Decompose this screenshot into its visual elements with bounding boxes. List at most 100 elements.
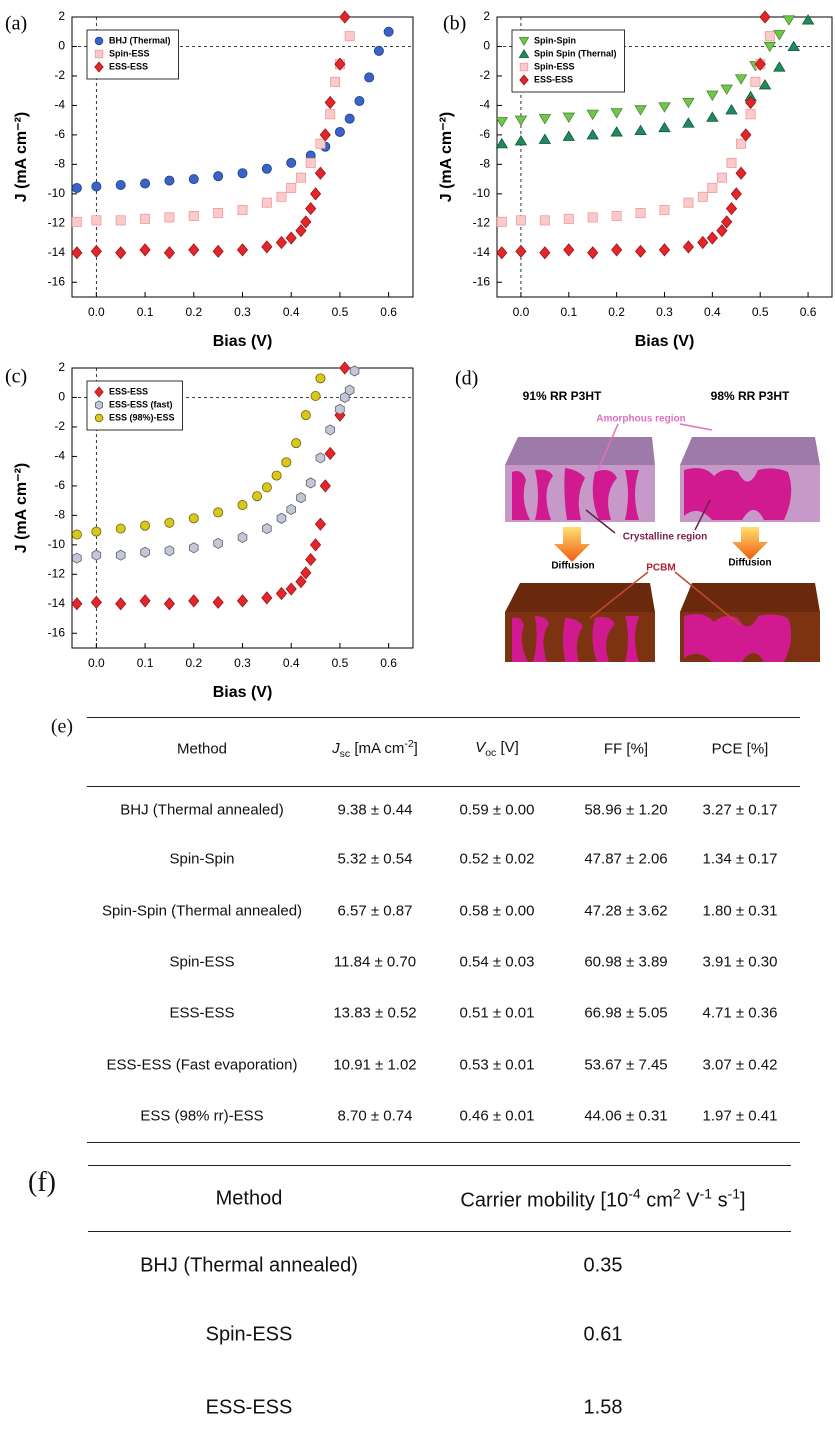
panel-label: (e)	[50, 715, 74, 738]
legend-label: ESS (98%)-ESS	[109, 412, 175, 422]
header-part: cm	[640, 1189, 673, 1212]
x-tick-label: 0.3	[234, 305, 251, 319]
header-cell: Carrier mobility [10-4 cm2 V-1 s-1]	[460, 1186, 745, 1213]
legend-label: ESS-ESS	[534, 74, 573, 84]
marker	[697, 235, 709, 250]
x-tick-label: 0.0	[513, 305, 530, 319]
header-part: -1	[727, 1185, 741, 1202]
marker	[515, 215, 526, 226]
marker	[71, 597, 83, 611]
marker	[300, 410, 311, 421]
marker	[163, 246, 176, 260]
marker	[740, 128, 752, 142]
marker	[271, 470, 282, 481]
y-tick-label: -16	[48, 625, 66, 639]
x-tick-label: 0.2	[608, 305, 625, 319]
marker	[237, 205, 248, 216]
marker	[682, 97, 695, 109]
marker	[658, 243, 671, 257]
diffusion-arrow	[554, 527, 590, 562]
marker	[164, 545, 175, 557]
marker	[115, 246, 127, 260]
x-axis-label: Bias (V)	[213, 333, 273, 350]
table-cell: 53.67 ± 7.45	[584, 1056, 668, 1074]
marker	[164, 212, 175, 223]
marker	[519, 74, 529, 86]
table-cell: 11.84 ± 0.70	[333, 953, 417, 971]
diagram: (d) 91% RR P3HT 98% RR P3HT Amorphous re…	[455, 368, 820, 662]
header-part: V	[475, 739, 486, 756]
row-label: ESS (98% rr)-ESS	[140, 1107, 264, 1125]
marker	[71, 246, 83, 260]
marker	[94, 49, 104, 59]
y-tick-label: -10	[473, 186, 491, 200]
marker	[773, 61, 786, 72]
legend-box	[511, 29, 625, 93]
marker	[94, 400, 104, 410]
header-cell: Method	[176, 740, 228, 758]
x-tick-label: 0.4	[704, 305, 721, 319]
marker	[344, 384, 355, 396]
x-axis-label: Bias (V)	[213, 684, 273, 701]
marker	[706, 90, 719, 101]
marker	[725, 104, 738, 115]
table-cell: 0.46 ± 0.01	[459, 1107, 535, 1125]
marker	[349, 365, 360, 377]
header-part: sc	[339, 748, 351, 760]
diagram-title: 98% RR P3HT	[711, 389, 790, 403]
row-label: Spin-ESS	[169, 953, 235, 971]
marker	[115, 549, 126, 561]
marker	[518, 37, 530, 46]
header-cell: FF [%]	[603, 740, 649, 758]
header-part: -1	[699, 1185, 713, 1202]
table-cell: 10.91 ± 1.02	[333, 1056, 417, 1074]
row-label: ESS-ESS	[169, 1004, 235, 1022]
header-cell: Method	[215, 1187, 283, 1210]
marker	[140, 546, 150, 558]
table-cell: 0.51 ± 0.01	[459, 1004, 535, 1022]
y-tick-label: -8	[54, 157, 65, 171]
header-part: [mA cm	[350, 740, 405, 757]
table-cell: 1.34 ± 0.17	[702, 850, 778, 868]
marker	[683, 197, 694, 208]
marker	[330, 76, 341, 87]
marker	[538, 133, 552, 144]
marker	[610, 126, 623, 137]
marker	[324, 95, 336, 110]
marker	[539, 246, 551, 260]
table-rule	[88, 1231, 791, 1232]
marker	[291, 438, 302, 449]
y-tick-label: -12	[48, 566, 66, 580]
x-tick-label: 0.0	[88, 305, 105, 319]
x-tick-label: 0.1	[137, 305, 154, 319]
arrow	[589, 571, 649, 619]
marker	[212, 244, 224, 258]
table-cell: 0.61	[583, 1323, 623, 1346]
marker	[94, 36, 104, 46]
marker	[115, 179, 126, 190]
table-cell: 3.07 ± 0.42	[702, 1056, 778, 1074]
marker	[518, 49, 530, 58]
marker	[801, 14, 815, 25]
y-tick-label: -12	[473, 215, 491, 229]
y-axis-label: J (mA cm⁻²)	[438, 112, 455, 203]
crystal	[512, 468, 639, 520]
marker	[324, 446, 336, 461]
table-cell: 0.35	[583, 1254, 623, 1277]
marker	[634, 244, 647, 258]
marker	[252, 491, 263, 502]
marker	[71, 529, 82, 540]
x-tick-label: 0.3	[234, 656, 251, 670]
header-part: -2	[404, 738, 414, 750]
legend-label: BHJ (Thermal)	[109, 35, 171, 45]
x-tick-label: 0.1	[137, 656, 154, 670]
marker	[334, 57, 346, 71]
marker	[189, 542, 199, 554]
marker	[285, 231, 297, 245]
panel-label: (c)	[5, 366, 27, 388]
y-tick-label: -6	[54, 127, 65, 141]
marker	[754, 57, 766, 71]
table-cell: 0.53 ± 0.01	[459, 1056, 535, 1074]
marker	[730, 187, 742, 201]
y-tick-label: -2	[54, 68, 65, 82]
